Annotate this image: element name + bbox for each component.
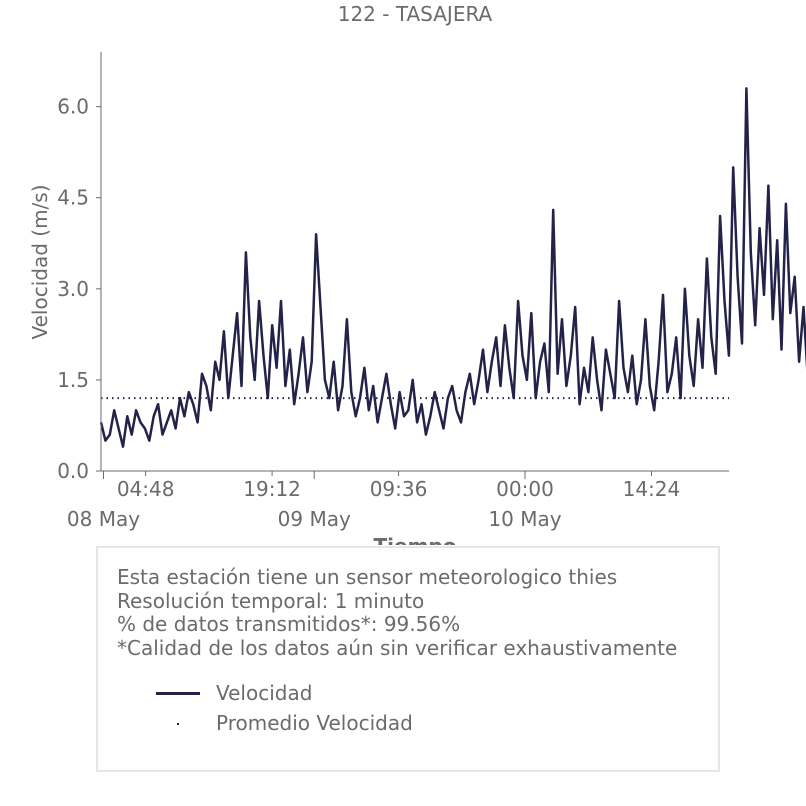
chart-title: 122 - TASAJERA [338,2,493,26]
legend-dot-swatch [177,723,179,725]
info-panel: Esta estación tiene un sensor meteorolog… [96,546,720,772]
legend-label-velocidad: Velocidad [216,681,313,705]
x-tick-label: 04:48 [117,477,175,501]
info-text: Esta estación tiene un sensor meteorolog… [117,565,678,660]
y-tick-label: 4.5 [57,186,89,210]
y-tick-label: 1.5 [57,368,89,392]
y-tick-label: 3.0 [57,277,89,301]
axes: 0.0 1.5 3.0 4.5 6.0 04:48 19:12 09:36 00:00 14:24… [57,52,729,531]
legend-line-swatch [156,692,200,695]
date-label: 09 May [278,507,351,531]
x-tick-label: 19:12 [243,477,301,501]
info-line-resolution: Resolución temporal: 1 minuto [117,588,425,613]
x-axis-label: Tiempo [374,534,457,545]
x-tick-label: 14:24 [623,477,681,501]
chart: 122 - TASAJERA 0.0 1.5 3.0 4.5 6.0 04:48 19:12… [28,2,806,545]
legend-label-promedio: Promedio Velocidad [216,711,413,735]
x-tick-label: 00:00 [496,477,554,501]
date-label: 08 May [67,507,140,531]
info-line-quality: *Calidad de los datos aún sin verificar … [117,635,678,660]
plot-area [99,87,806,448]
info-line-transmitted: % de datos transmitidos*: 99.56% [117,612,461,636]
info-line-sensor: Esta estación tiene un sensor meteorolog… [117,565,618,589]
x-tick-label: 09:36 [370,477,428,501]
date-label: 10 May [488,507,561,531]
series-velocidad-line [99,87,806,448]
y-tick-label: 6.0 [57,95,89,119]
y-tick-label: 0.0 [57,459,89,483]
y-axis-label: Velocidad (m/s) [28,184,52,339]
